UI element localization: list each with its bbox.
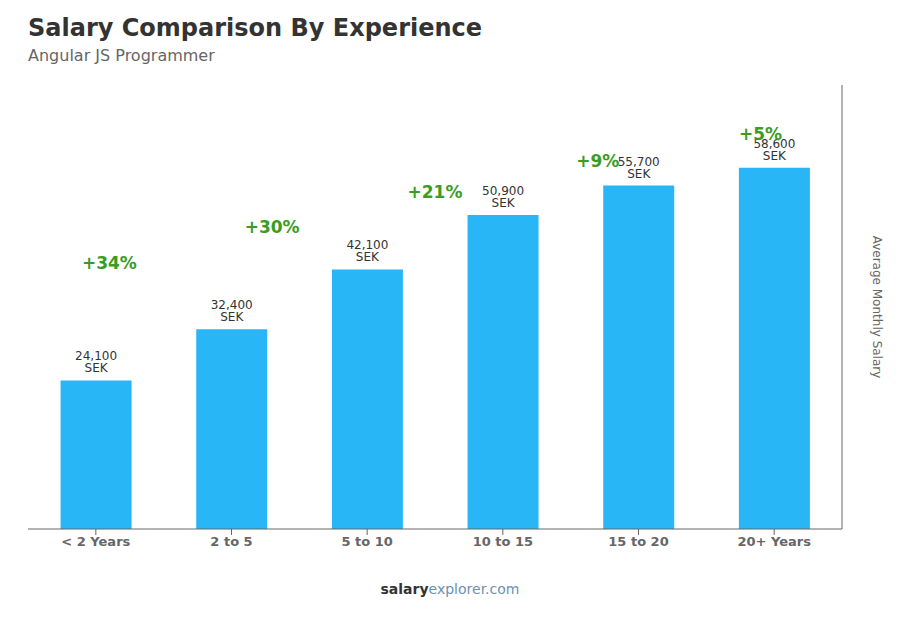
svg-text:< 2 Years: < 2 Years <box>61 534 130 549</box>
svg-text:+34%: +34% <box>82 253 137 273</box>
svg-text:55,700SEK: 55,700SEK <box>618 155 660 181</box>
svg-text:5 to 10: 5 to 10 <box>341 534 392 549</box>
svg-text:+21%: +21% <box>408 182 463 202</box>
svg-text:32,400SEK: 32,400SEK <box>211 298 253 324</box>
svg-text:42,100SEK: 42,100SEK <box>346 238 388 264</box>
svg-text:15 to 20: 15 to 20 <box>608 534 668 549</box>
svg-text:Average Monthly Salary: Average Monthly Salary <box>870 236 884 379</box>
svg-text:10 to 15: 10 to 15 <box>473 534 533 549</box>
svg-text:2 to 5: 2 to 5 <box>210 534 252 549</box>
svg-text:50,900SEK: 50,900SEK <box>482 184 524 210</box>
svg-text:+9%: +9% <box>576 151 619 171</box>
svg-text:24,100SEK: 24,100SEK <box>75 349 117 375</box>
svg-text:+30%: +30% <box>245 217 300 237</box>
svg-text:+5%: +5% <box>739 124 782 144</box>
svg-text:20+ Years: 20+ Years <box>737 534 811 549</box>
